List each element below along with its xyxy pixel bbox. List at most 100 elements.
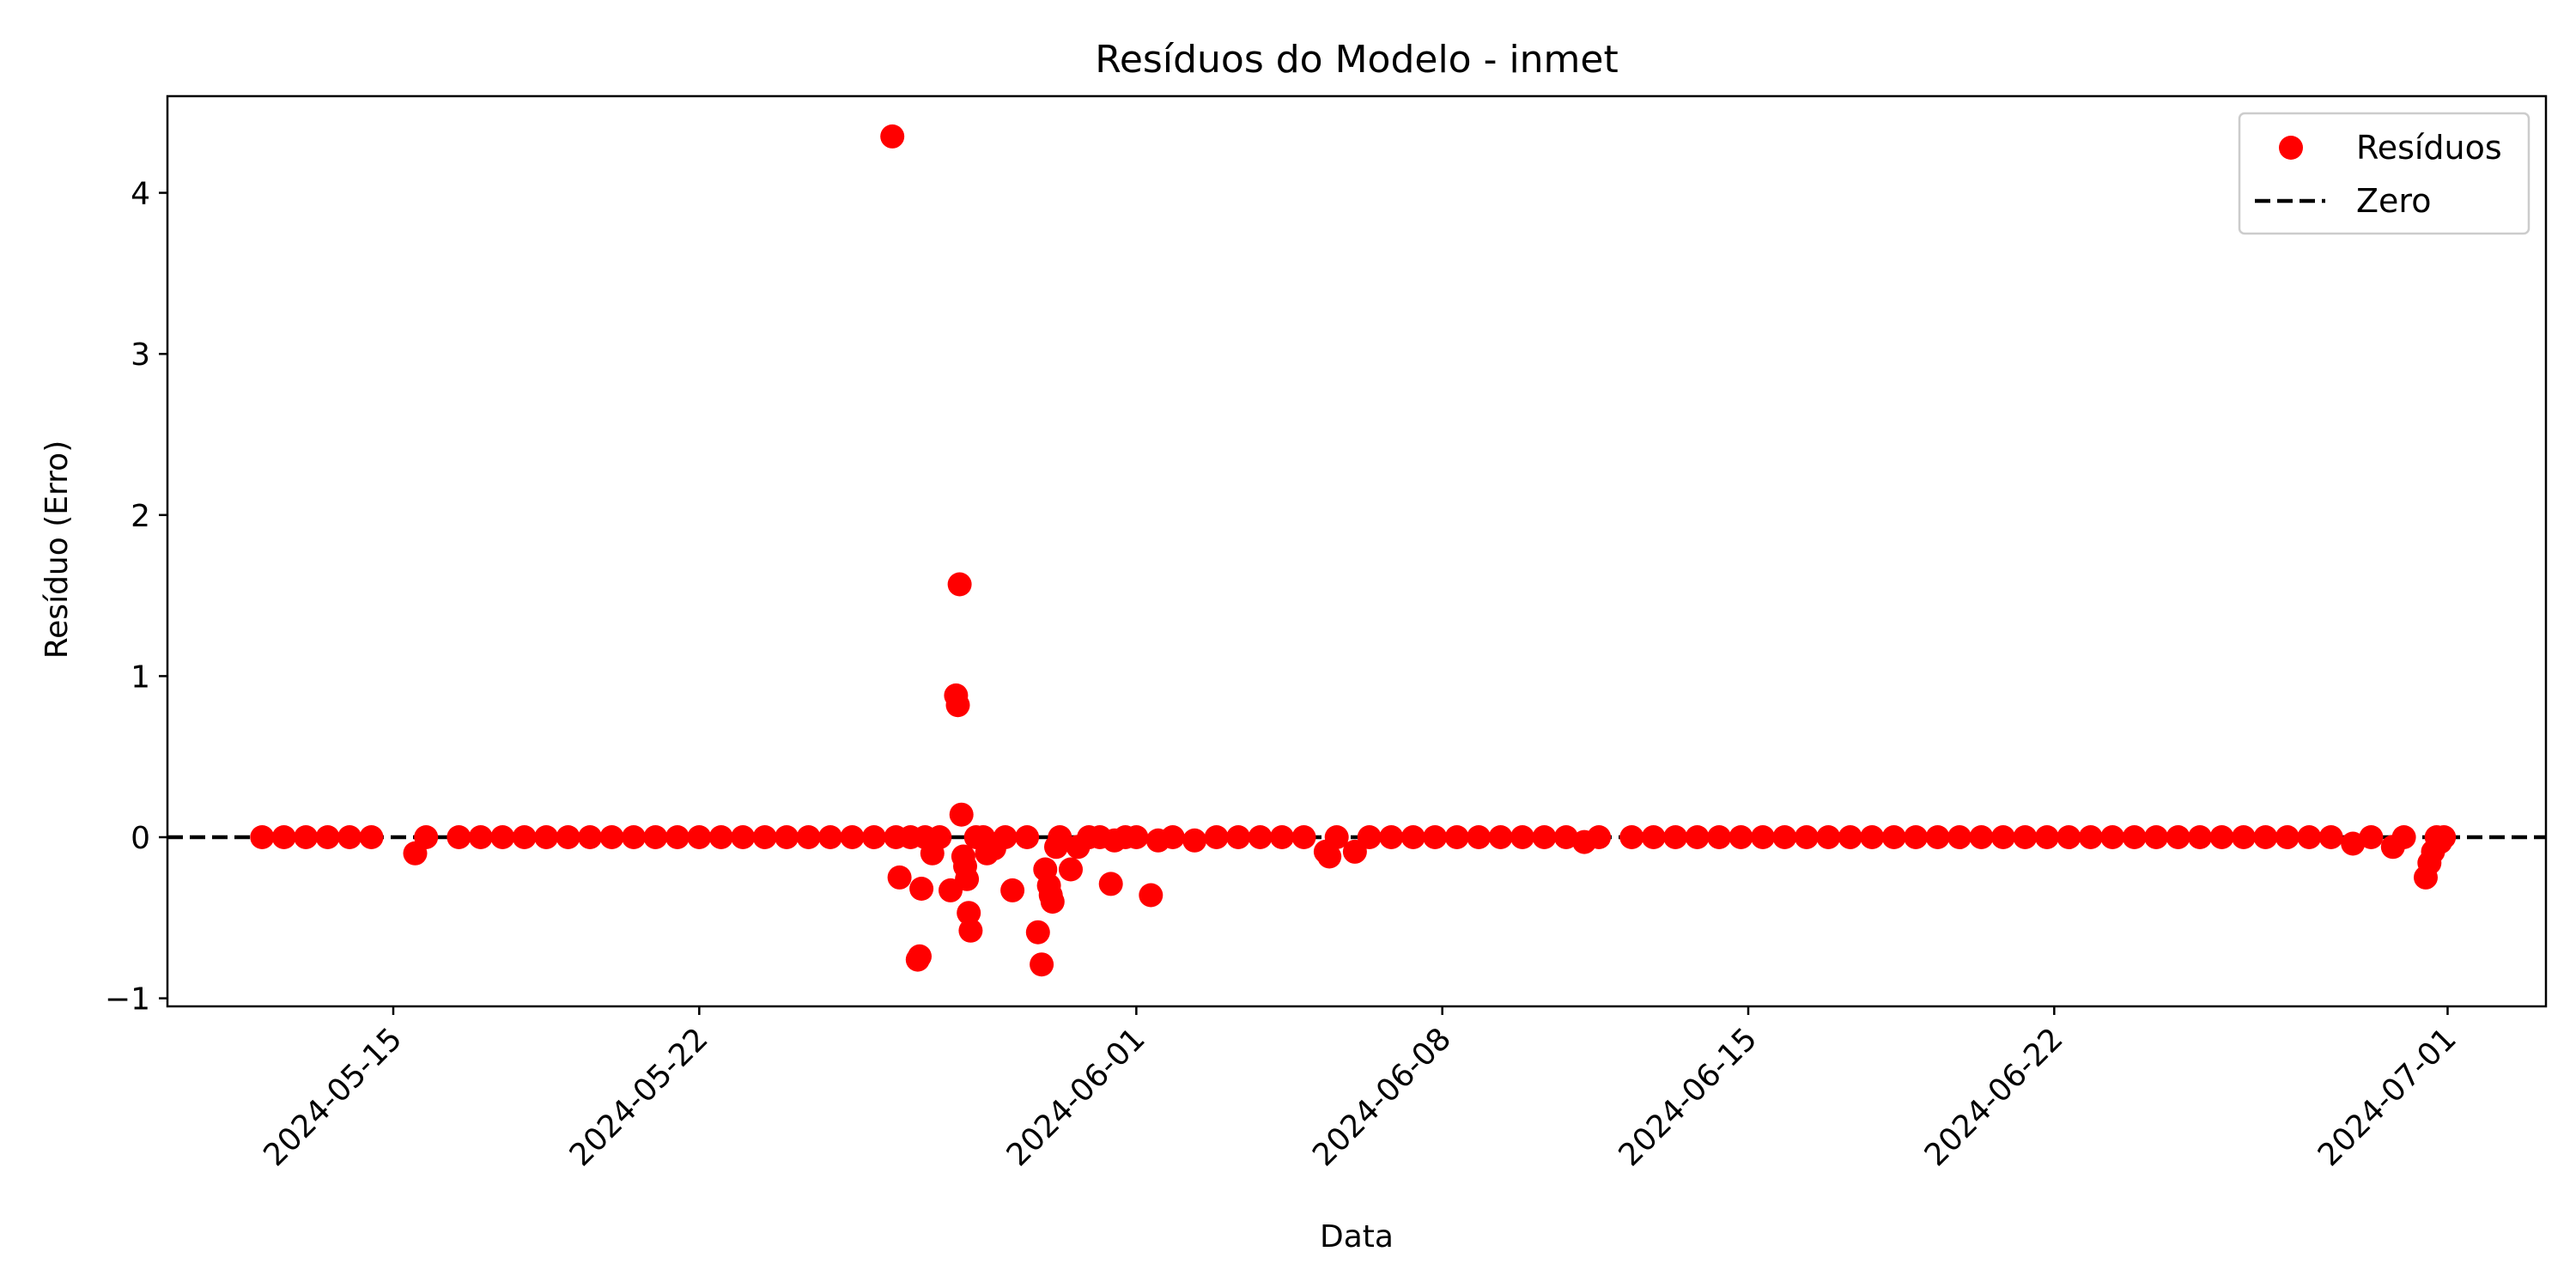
residual-point [861, 825, 886, 849]
residual-point [1124, 825, 1149, 849]
residual-point [1947, 825, 1971, 849]
y-tick-label: −1 [105, 982, 150, 1018]
residual-point [337, 825, 362, 849]
legend-label-residuals: Resíduos [2356, 129, 2502, 167]
residual-point [2359, 825, 2384, 849]
residual-point [2166, 825, 2190, 849]
residual-point [880, 124, 905, 149]
residual-point [1291, 825, 1316, 849]
residual-point [512, 825, 537, 849]
residual-point [1663, 825, 1688, 849]
residual-point [752, 825, 777, 849]
residual-point [949, 802, 974, 827]
residual-point [1925, 825, 1950, 849]
residual-point [556, 825, 580, 849]
residual-point [908, 944, 932, 969]
residual-point [1379, 825, 1404, 849]
residual-point [1324, 825, 1349, 849]
residual-point [1204, 825, 1229, 849]
legend-marker-residuals [2279, 136, 2303, 160]
residual-point [1816, 825, 1841, 849]
residual-point [1357, 825, 1382, 849]
residual-point [1969, 825, 1994, 849]
residual-point [490, 825, 515, 849]
residual-point [1587, 825, 1612, 849]
residual-point [1488, 825, 1513, 849]
residual-point [945, 693, 970, 718]
residual-point [1248, 825, 1273, 849]
residual-point [1860, 825, 1885, 849]
y-tick-label: 1 [131, 659, 150, 695]
residual-point [2100, 825, 2125, 849]
residual-point [840, 825, 865, 849]
residual-point [1532, 825, 1557, 849]
legend: Resíduos Zero [2238, 112, 2530, 235]
residual-point [958, 918, 983, 943]
residual-point [1467, 825, 1492, 849]
residual-point [359, 825, 384, 849]
legend-box [2238, 112, 2530, 235]
residual-point [2231, 825, 2256, 849]
plot-frame [166, 94, 2548, 1008]
residual-point [414, 825, 439, 849]
residual-point [993, 825, 1018, 849]
legend-label-zero: Zero [2356, 182, 2431, 220]
residual-point [643, 825, 668, 849]
residual-point [250, 825, 275, 849]
residual-point [1048, 825, 1072, 849]
residual-point [1904, 825, 1929, 849]
chart-title: Resíduos do Modelo - inmet [1095, 38, 1618, 82]
residual-point [1728, 825, 1753, 849]
residual-point [1317, 844, 1342, 869]
residual-point [578, 825, 603, 849]
residual-point [1685, 825, 1710, 849]
residual-point [1990, 825, 2015, 849]
residual-point [1772, 825, 1797, 849]
residual-point [2188, 825, 2212, 849]
residual-point [1160, 825, 1185, 849]
residual-point [1025, 920, 1050, 945]
residual-point [1881, 825, 1906, 849]
residual-point [2122, 825, 2147, 849]
y-tick-label: 3 [131, 337, 150, 373]
residual-point [1423, 825, 1448, 849]
residual-point [1794, 825, 1819, 849]
residual-point [622, 825, 646, 849]
residual-point [1139, 883, 1163, 908]
residual-point [947, 572, 972, 597]
residual-point [1030, 952, 1054, 977]
residual-point [1098, 872, 1123, 896]
residual-point [2209, 825, 2234, 849]
residual-point [2253, 825, 2278, 849]
residual-point [468, 825, 493, 849]
residual-point [1015, 825, 1040, 849]
residual-point [294, 825, 319, 849]
residual-point [775, 825, 799, 849]
residual-point [955, 866, 980, 891]
residual-point [665, 825, 690, 849]
residual-point [2034, 825, 2059, 849]
residual-point [927, 825, 952, 849]
residual-point [315, 825, 340, 849]
residual-point [887, 865, 912, 890]
residual-point [2013, 825, 2038, 849]
residual-point [599, 825, 624, 849]
residual-point [1059, 857, 1083, 882]
residual-point [2432, 825, 2457, 849]
residual-point [708, 825, 733, 849]
residual-point [796, 825, 821, 849]
residual-point [1342, 839, 1367, 864]
x-axis-label: Data [1320, 1219, 1394, 1255]
residual-point [909, 877, 934, 901]
residual-point [1707, 825, 1732, 849]
residual-point [2297, 825, 2322, 849]
residual-point [2057, 825, 2081, 849]
residual-point [2078, 825, 2103, 849]
residual-point [2318, 825, 2343, 849]
y-axis-label: Resíduo (Erro) [39, 440, 75, 659]
residual-point [271, 825, 296, 849]
residual-point [1751, 825, 1775, 849]
residual-point [1553, 825, 1578, 849]
residual-point [2144, 825, 2169, 849]
